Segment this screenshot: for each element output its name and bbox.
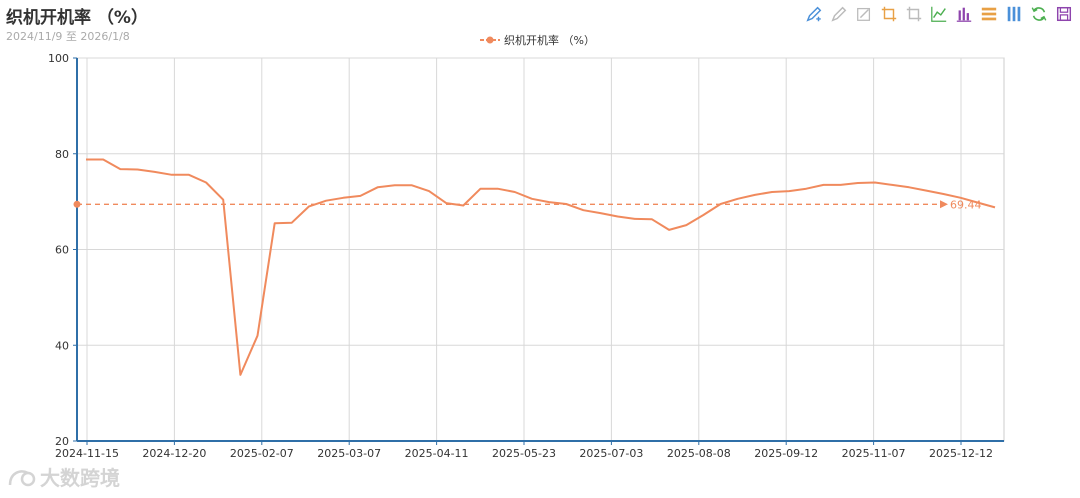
series-line [86,158,996,376]
mark-clear-icon[interactable] [854,4,874,24]
stack-icon[interactable] [979,4,999,24]
line-chart-icon[interactable] [929,4,949,24]
legend-label: 织机开机率 （%） [504,34,595,47]
chart-title: 织机开机率 （%） [6,8,148,28]
brand-logo-icon [8,469,36,486]
x-tick-label: 2025-11-07 [842,447,906,460]
x-tick-label: 2025-02-07 [230,447,294,460]
x-tick-label: 2025-08-08 [667,447,731,460]
average-line-start [73,200,81,208]
x-tick-label: 2025-12-12 [929,447,993,460]
mark-icon[interactable] [804,4,824,24]
legend[interactable]: 织机开机率 （%） [480,32,595,48]
legend-line-marker [480,36,500,44]
mark-undo-icon[interactable] [829,4,849,24]
x-tick-label: 2025-05-23 [492,447,556,460]
watermark-text: 大数跨境 [40,466,120,490]
date-range: 2024/11/9 至 2026/1/8 [6,30,130,43]
x-tick-label: 2025-07-03 [579,447,643,460]
x-tick-label: 2024-12-20 [142,447,206,460]
average-line-arrow [940,200,948,209]
y-tick-label: 100 [48,52,69,65]
average-line-label: 69.44 [950,198,982,211]
x-tick-label: 2024-11-15 [55,447,119,460]
data-zoom-reset-icon[interactable] [904,4,924,24]
save-image-icon[interactable] [1054,4,1074,24]
y-tick-label: 60 [55,244,69,257]
x-tick-label: 2025-04-11 [405,447,469,460]
tiled-icon[interactable] [1004,4,1024,24]
bar-chart-icon[interactable] [954,4,974,24]
x-tick-label: 2025-03-07 [317,447,381,460]
line-chart: 20 40 60 80 100 2024-11-15 2024-12-20 2025-02-0… [48,52,1005,460]
y-tick-label: 80 [55,148,69,161]
watermark: 大数跨境 [6,462,120,491]
data-zoom-icon[interactable] [879,4,899,24]
y-tick-label: 20 [55,435,69,448]
y-tick-label: 40 [55,339,69,352]
x-tick-label: 2025-09-12 [754,447,818,460]
restore-icon[interactable] [1029,4,1049,24]
toolbox [804,4,1074,24]
